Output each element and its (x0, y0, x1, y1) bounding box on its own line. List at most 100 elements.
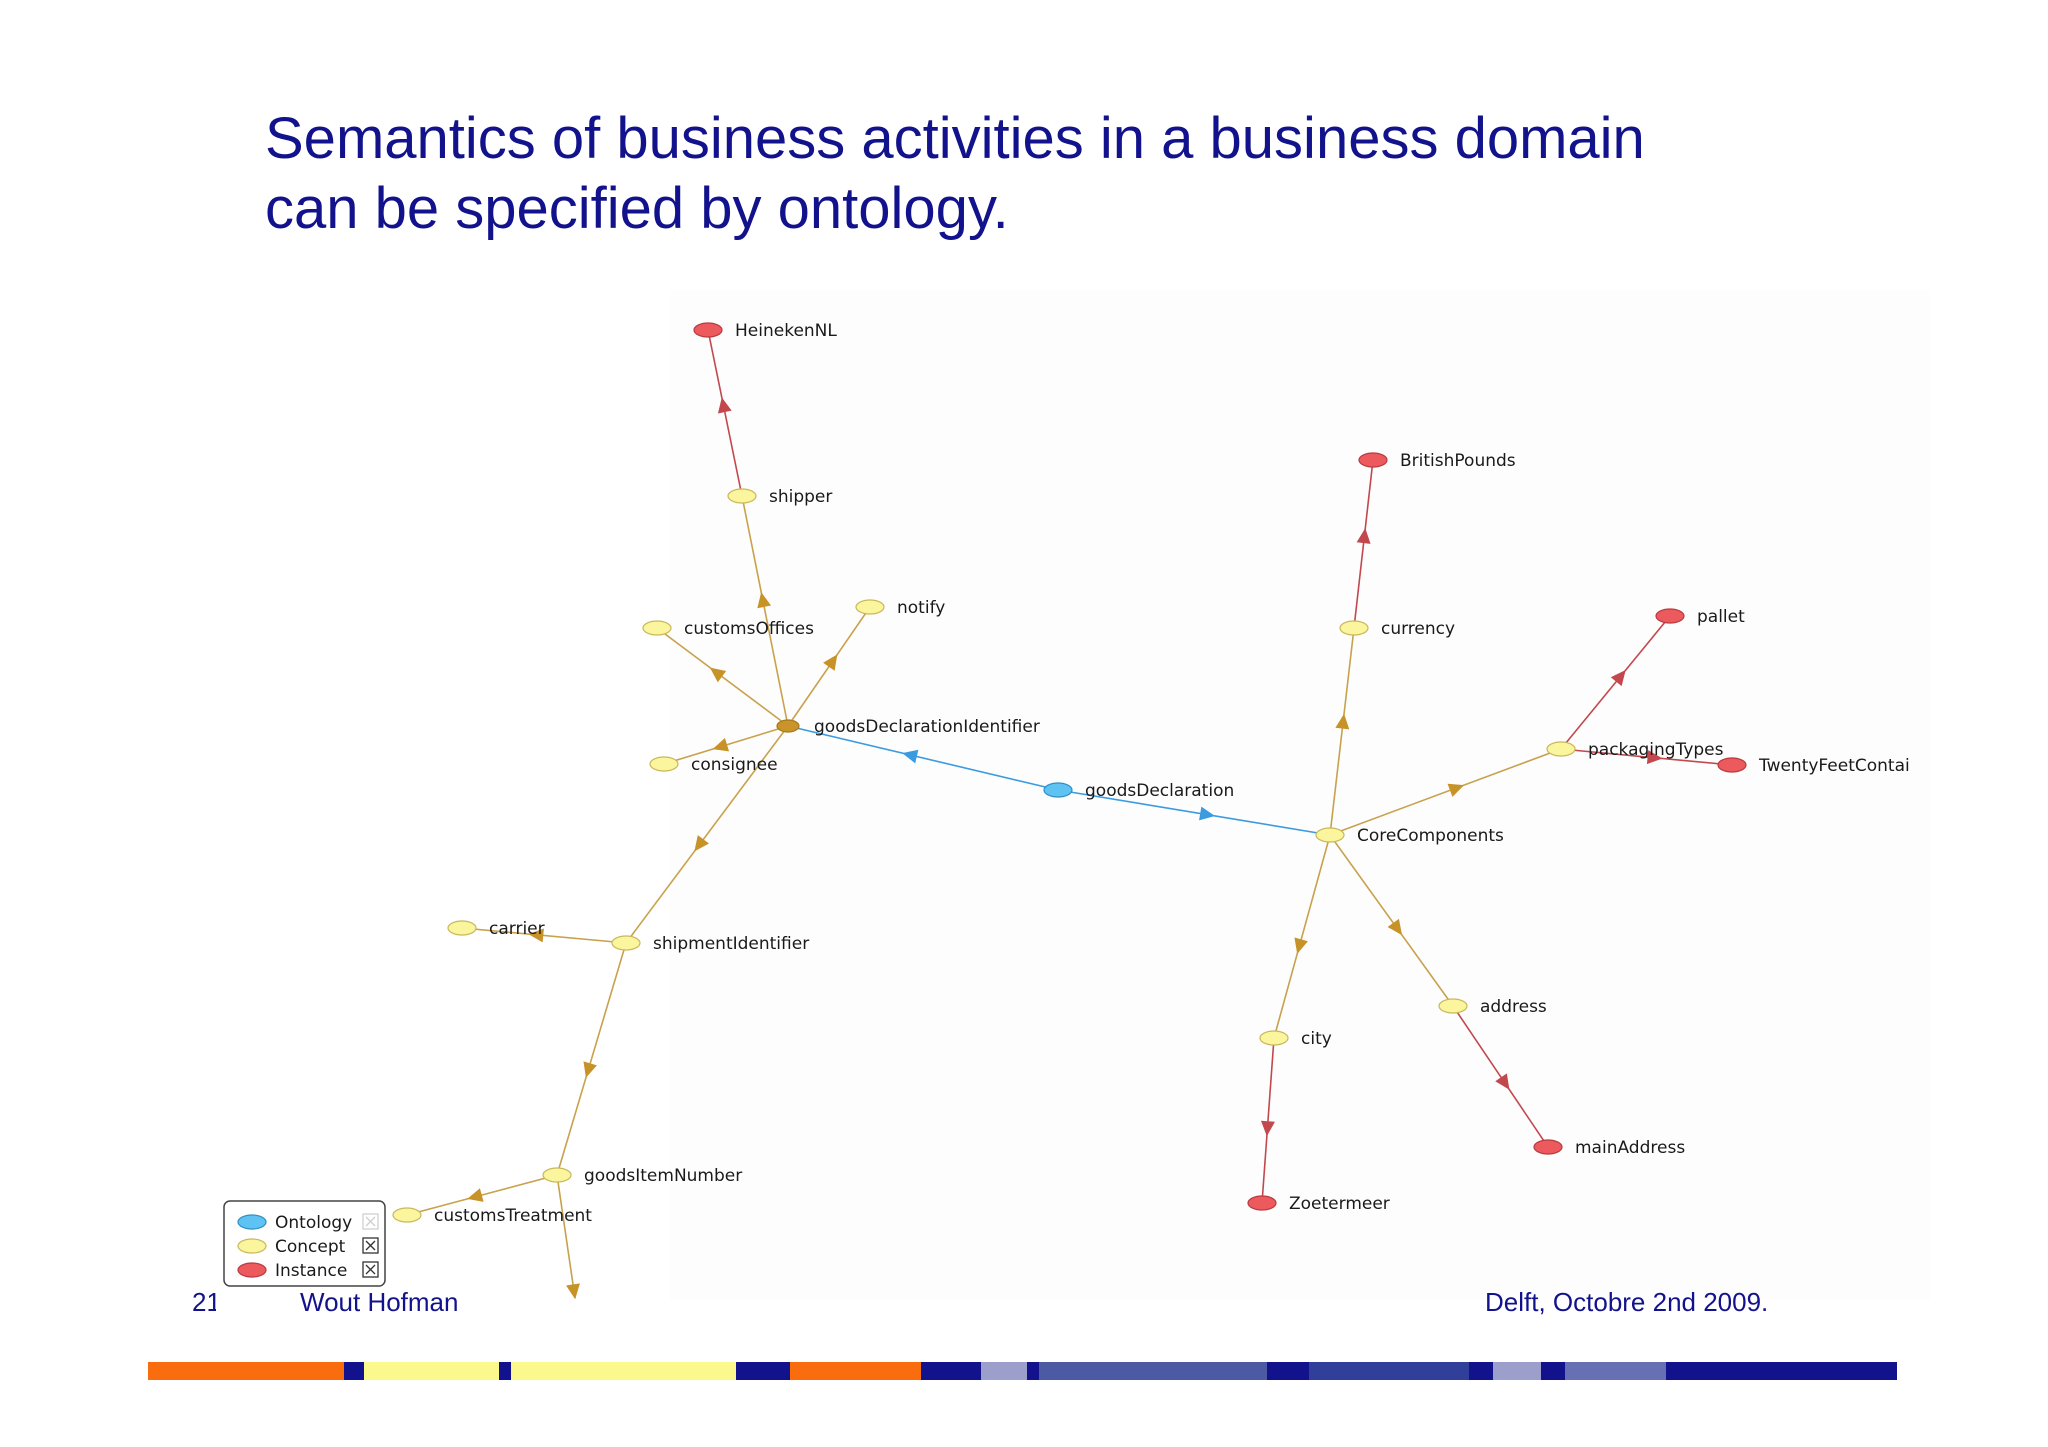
node-goodsDeclaration[interactable]: goodsDeclaration (1043, 781, 1234, 801)
node-city[interactable]: city (1259, 1029, 1332, 1049)
node-instance-marker[interactable] (1717, 757, 1747, 773)
node-customsOffices[interactable]: customsOffices (642, 619, 814, 639)
edge-arrowhead (1335, 713, 1350, 730)
color-bar-segment (980, 1362, 1028, 1380)
edge-line (1452, 1005, 1549, 1148)
edge-arrowhead (1610, 670, 1626, 687)
edge-line (1329, 748, 1562, 836)
node-mainAddress[interactable]: mainAddress (1533, 1138, 1685, 1158)
node-concept-marker[interactable] (392, 1207, 422, 1223)
node-concept-marker[interactable] (727, 488, 757, 504)
node-instance-marker[interactable] (1655, 608, 1685, 624)
color-bar-segment (498, 1362, 511, 1380)
node-concept-marker[interactable] (776, 719, 800, 733)
node-goodsItemNumber[interactable]: goodsItemNumber (542, 1166, 742, 1186)
color-bar-segment (1665, 1362, 1898, 1380)
edge-line (1329, 627, 1355, 836)
node-label: HeinekenNL (735, 321, 837, 341)
edge-goodsDeclarationIdentifier-to-consignee (663, 725, 789, 765)
node-concept-marker[interactable] (855, 599, 885, 615)
color-bar-segment (1493, 1362, 1542, 1380)
node-concept-marker[interactable] (1339, 620, 1369, 636)
node-concept-marker[interactable] (1438, 998, 1468, 1014)
node-packagingTypes[interactable]: packagingTypes (1546, 740, 1724, 760)
node-label: TwentyFeetContai (1758, 756, 1910, 776)
edge-arrowhead (1387, 918, 1403, 936)
node-label: pallet (1697, 607, 1745, 627)
edge-line (656, 627, 789, 727)
legend-checkbox[interactable] (362, 1261, 379, 1278)
edge-line (1273, 834, 1331, 1039)
slide-title-line-2: can be specified by ontology. (265, 176, 1009, 241)
slide-title-line-1: Semantics of business activities in a bu… (265, 106, 1645, 171)
edge-arrowhead (583, 1061, 597, 1078)
edge-CoreComponents-to-city (1273, 834, 1331, 1039)
color-bar-segment (363, 1362, 499, 1380)
footer-color-bar (148, 1362, 1898, 1380)
node-label: packagingTypes (1588, 740, 1724, 760)
edge-goodsDeclaration-to-CoreComponents (1057, 789, 1331, 836)
edge-packagingTypes-to-TwentyFeetContai (1560, 748, 1733, 766)
edge-line (406, 1174, 558, 1216)
node-instance-marker[interactable] (1247, 1195, 1277, 1211)
node-instance-marker[interactable] (1358, 452, 1388, 468)
node-customsTreatment[interactable]: customsTreatment (392, 1206, 592, 1226)
node-consignee[interactable]: consignee (649, 755, 778, 775)
node-label: address (1480, 997, 1547, 1017)
edge-arrowhead (823, 654, 838, 671)
node-carrier[interactable]: carrier (447, 919, 545, 939)
node-label: mainAddress (1575, 1138, 1685, 1158)
node-pallet[interactable]: pallet (1655, 607, 1745, 627)
edge-goodsDeclarationIdentifier-to-shipmentIdentifier (625, 725, 789, 944)
node-concept-marker[interactable] (1259, 1030, 1289, 1046)
legend: Ontology Concept Instance (223, 1200, 386, 1287)
node-Zoetermeer[interactable]: Zoetermeer (1247, 1194, 1390, 1214)
edge-arrowhead (1294, 937, 1308, 954)
edge-line (1560, 748, 1733, 766)
node-TwentyFeetContai[interactable]: TwentyFeetContai (1717, 756, 1910, 776)
node-address[interactable]: address (1438, 997, 1547, 1017)
node-concept-marker[interactable] (642, 620, 672, 636)
node-currency[interactable]: currency (1339, 619, 1455, 639)
legend-checkbox[interactable] (362, 1237, 379, 1254)
edge-goodsDeclarationIdentifier-to-customsOffices (656, 627, 789, 727)
node-concept-marker[interactable] (542, 1167, 572, 1183)
node-HeinekenNL[interactable]: HeinekenNL (693, 321, 837, 341)
node-goodsDeclarationIdentifier[interactable]: goodsDeclarationIdentifier (776, 717, 1040, 737)
node-shipmentIdentifier[interactable]: shipmentIdentifier (611, 934, 809, 954)
color-bar-segment (1308, 1362, 1470, 1380)
color-bar-segment (1565, 1362, 1666, 1380)
node-label: Zoetermeer (1289, 1194, 1390, 1214)
edge-line (1261, 1037, 1275, 1204)
node-instance-marker[interactable] (1533, 1139, 1563, 1155)
legend-ontology-swatch (237, 1214, 267, 1230)
node-ontology-marker[interactable] (1043, 782, 1073, 798)
node-instance-marker[interactable] (693, 322, 723, 338)
node-concept-marker[interactable] (611, 935, 641, 951)
node-CoreComponents[interactable]: CoreComponents (1315, 826, 1504, 846)
edge-CoreComponents-to-address (1329, 834, 1454, 1007)
color-bar-segment (1469, 1362, 1494, 1380)
node-label: goodsDeclaration (1085, 781, 1234, 801)
edge-line (556, 1174, 576, 1299)
legend-checkbox[interactable] (362, 1213, 379, 1230)
edge-line (787, 725, 1059, 791)
edge-arrowhead (1646, 750, 1663, 765)
node-BritishPounds[interactable]: BritishPounds (1358, 451, 1516, 471)
edge-CoreComponents-to-packagingTypes (1329, 748, 1562, 836)
graph-edges (406, 329, 1733, 1300)
footer-page-number: 21 (192, 1287, 216, 1317)
edge-arrowhead (694, 835, 709, 852)
node-concept-marker[interactable] (649, 756, 679, 772)
node-label: carrier (489, 919, 545, 939)
node-concept-marker[interactable] (1315, 827, 1345, 843)
node-label: shipmentIdentifier (653, 934, 809, 954)
edge-goodsDeclaration-to-goodsDeclarationIdentifier (787, 725, 1059, 791)
slide-title: Semantics of business activities in a bu… (265, 104, 1765, 244)
node-notify[interactable]: notify (855, 598, 945, 618)
node-shipper[interactable]: shipper (727, 487, 832, 507)
node-concept-marker[interactable] (1546, 741, 1576, 757)
edge-arrowhead (1260, 1120, 1275, 1137)
edge-arrowhead (467, 1188, 484, 1202)
node-concept-marker[interactable] (447, 920, 477, 936)
